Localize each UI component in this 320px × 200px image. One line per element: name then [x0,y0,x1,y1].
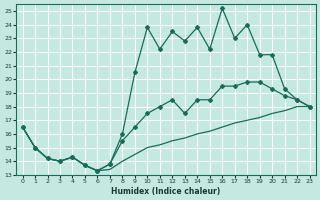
X-axis label: Humidex (Indice chaleur): Humidex (Indice chaleur) [111,187,221,196]
